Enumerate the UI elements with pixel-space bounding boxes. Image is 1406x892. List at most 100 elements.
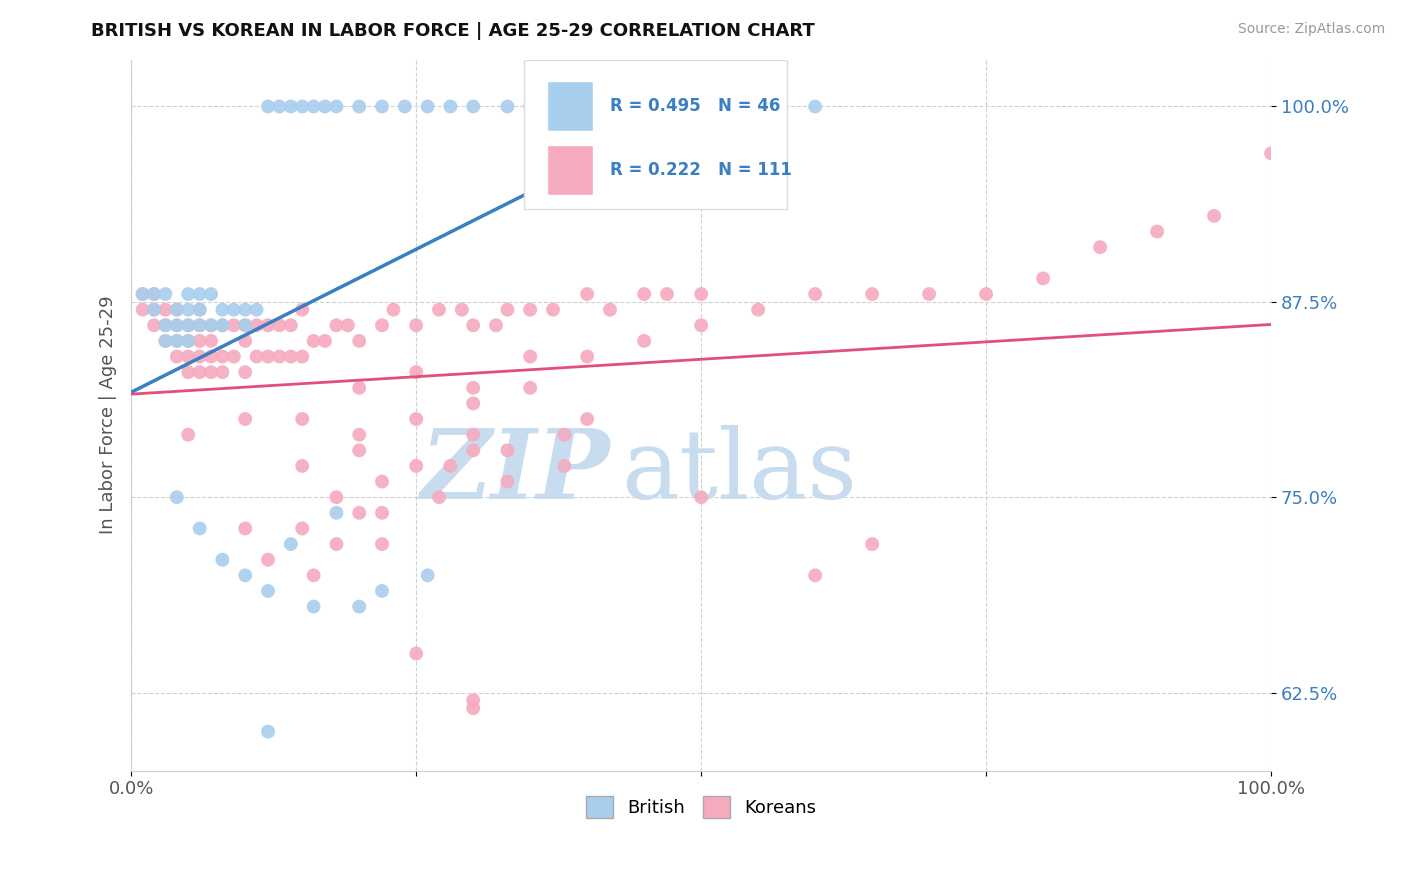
Point (427, 490, 450, 504)
Point (211, 302, 233, 317)
Point (166, 302, 188, 317)
Point (177, 287, 200, 301)
Point (347, 381, 370, 395)
Point (416, 568, 439, 582)
Point (177, 365, 200, 379)
Point (200, 318, 222, 333)
Point (463, 99, 485, 113)
Y-axis label: In Labor Force | Age 25-29: In Labor Force | Age 25-29 (100, 296, 117, 534)
Point (155, 318, 177, 333)
Point (257, 99, 280, 113)
Point (233, 568, 256, 582)
Point (222, 302, 245, 317)
Point (257, 584, 280, 599)
Point (200, 365, 222, 379)
Point (314, 99, 336, 113)
Point (222, 350, 245, 364)
Point (371, 537, 394, 551)
Point (860, 537, 883, 551)
Point (463, 396, 485, 410)
Point (233, 318, 256, 333)
Point (918, 287, 941, 301)
Point (519, 302, 541, 317)
Point (463, 693, 485, 707)
Point (519, 381, 541, 395)
Point (269, 318, 291, 333)
Point (188, 365, 211, 379)
Point (166, 350, 188, 364)
Point (576, 350, 599, 364)
Point (347, 443, 370, 458)
Point (804, 99, 827, 113)
Point (1088, 240, 1111, 254)
Point (405, 412, 427, 426)
Point (347, 427, 370, 442)
Point (519, 350, 541, 364)
Point (143, 318, 166, 333)
Point (463, 318, 485, 333)
Point (166, 334, 188, 348)
Point (382, 302, 405, 317)
Point (291, 412, 314, 426)
Point (302, 772, 325, 786)
Point (280, 318, 302, 333)
Point (200, 318, 222, 333)
Point (177, 318, 200, 333)
Point (211, 552, 233, 566)
Point (371, 475, 394, 489)
Point (211, 318, 233, 333)
Point (1146, 225, 1168, 239)
Point (325, 537, 347, 551)
Point (233, 334, 256, 348)
Point (371, 506, 394, 520)
Point (155, 287, 177, 301)
Text: R = 0.222   N = 111: R = 0.222 N = 111 (610, 161, 792, 178)
Point (177, 334, 200, 348)
Point (131, 287, 153, 301)
Point (143, 302, 166, 317)
Point (155, 334, 177, 348)
Point (541, 302, 564, 317)
Point (1032, 271, 1054, 285)
Point (336, 318, 359, 333)
Point (155, 334, 177, 348)
Point (131, 302, 153, 317)
Point (644, 99, 666, 113)
Point (325, 99, 347, 113)
Point (166, 318, 188, 333)
Point (463, 443, 485, 458)
Point (143, 287, 166, 301)
Point (131, 287, 153, 301)
Point (166, 490, 188, 504)
Point (371, 99, 394, 113)
Point (166, 334, 188, 348)
Point (166, 318, 188, 333)
Point (1260, 146, 1282, 161)
Point (633, 287, 655, 301)
Point (405, 647, 427, 661)
Point (177, 427, 200, 442)
Point (143, 302, 166, 317)
Point (188, 521, 211, 535)
Point (246, 350, 269, 364)
Point (302, 599, 325, 614)
Point (211, 318, 233, 333)
Point (325, 318, 347, 333)
Point (302, 334, 325, 348)
Point (804, 568, 827, 582)
Point (405, 318, 427, 333)
Point (553, 427, 575, 442)
Text: R = 0.495   N = 46: R = 0.495 N = 46 (610, 97, 780, 115)
Point (519, 99, 541, 113)
Point (211, 365, 233, 379)
Point (155, 318, 177, 333)
Point (188, 287, 211, 301)
Point (200, 287, 222, 301)
Legend: British, Koreans: British, Koreans (578, 789, 824, 826)
Point (690, 318, 713, 333)
Point (463, 701, 485, 715)
Point (347, 99, 370, 113)
Text: Source: ZipAtlas.com: Source: ZipAtlas.com (1237, 22, 1385, 37)
Point (427, 302, 450, 317)
Point (1204, 209, 1226, 223)
